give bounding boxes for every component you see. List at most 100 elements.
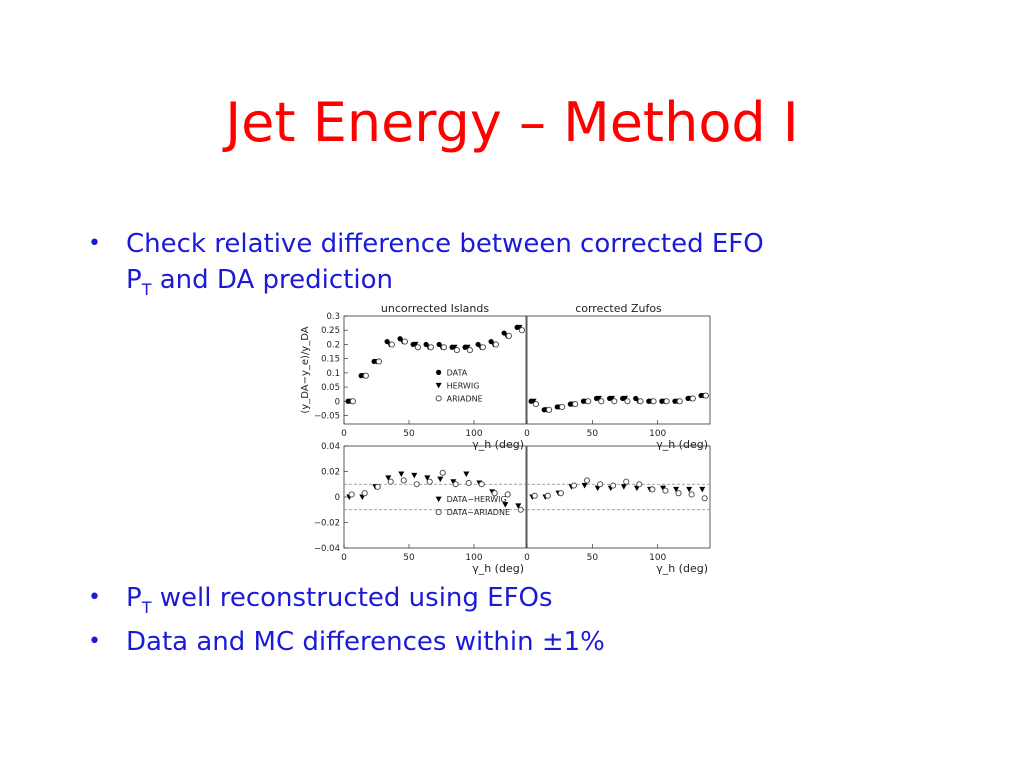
panel-title: uncorrected Islands	[381, 302, 489, 315]
x-tick-label: 100	[649, 553, 666, 563]
x-axis-label: γ_h (deg)	[656, 438, 708, 451]
data-point	[572, 401, 579, 408]
y-tick-label: −0.05	[314, 411, 340, 421]
y-tick-label: 0.04	[321, 442, 340, 452]
bullet-text: Check relative difference between correc…	[126, 226, 764, 301]
bullet-line-2-rest: and DA prediction	[151, 265, 393, 295]
data-point	[452, 481, 459, 488]
data-point	[361, 490, 368, 497]
legend-marker	[435, 509, 442, 516]
legend-label: ARIADNE	[447, 394, 483, 403]
bullet-line-1: Check relative difference between correc…	[126, 229, 764, 259]
data-point	[545, 406, 553, 413]
y-axis-label: (y_DA−y_e)/y_DA	[300, 326, 311, 413]
data-point	[440, 344, 447, 351]
plot-frame	[526, 445, 711, 549]
series-data−ariadne	[531, 477, 708, 502]
legend: DATA HERWIG ARIADNE	[435, 368, 483, 403]
data-point	[388, 341, 395, 348]
legend-label: DATA	[447, 368, 468, 377]
bullet-text: PT well reconstructed using EFOs	[126, 580, 553, 619]
data-point	[581, 483, 588, 489]
data-point	[610, 482, 617, 489]
data-point	[374, 483, 381, 490]
series-ariadne	[349, 327, 525, 405]
data-point	[689, 395, 696, 402]
y-tick-label: 0.25	[321, 326, 340, 336]
data-point	[660, 485, 667, 492]
x-tick-label: 100	[649, 429, 666, 439]
x-tick-label: 100	[465, 553, 482, 563]
x-tick-label: 0	[341, 553, 347, 563]
data-point	[611, 398, 618, 405]
series-herwig	[347, 324, 523, 405]
data-point	[437, 476, 444, 483]
data-point	[623, 478, 630, 485]
data-point	[583, 477, 591, 484]
data-point	[491, 490, 498, 497]
data-point	[479, 344, 486, 351]
data-point	[375, 358, 382, 365]
bullet-dot: •	[88, 629, 101, 654]
data-point	[650, 398, 657, 405]
y-tick-label: 0	[335, 493, 340, 503]
x-tick-label: 0	[341, 429, 347, 439]
bullet-pre: Data and MC differences within	[126, 627, 542, 657]
data-point	[699, 486, 706, 493]
data-point	[504, 491, 511, 498]
legend-marker	[435, 382, 442, 389]
bullet-text: Data and MC differences within ±1%	[126, 624, 605, 660]
x-tick-label: 50	[587, 429, 599, 439]
panel-title: corrected Zufos	[575, 302, 662, 315]
data-point	[515, 503, 522, 509]
data-point	[401, 338, 408, 345]
data-point	[702, 392, 709, 399]
plot-frame	[526, 315, 711, 425]
data-point	[427, 344, 434, 351]
series-data−ariadne	[348, 469, 524, 513]
data-point	[662, 487, 669, 494]
data-point	[622, 395, 629, 402]
x-tick-label: 0	[524, 553, 530, 563]
data-point	[362, 372, 369, 379]
series-data	[345, 324, 520, 404]
data-point	[544, 492, 551, 499]
data-point	[400, 477, 407, 484]
y-tick-label: 0.02	[321, 468, 340, 478]
data-point	[502, 502, 509, 508]
legend-marker	[435, 496, 442, 503]
data-point	[426, 478, 433, 485]
data-point	[348, 491, 355, 498]
plot-frame	[343, 315, 527, 425]
data-point	[478, 481, 485, 488]
y-tick-label: 0.1	[326, 369, 340, 379]
y-tick-label: −0.02	[314, 519, 340, 529]
bullet-line-2-p: P	[126, 265, 142, 295]
data-point	[413, 481, 420, 488]
x-axis-label: γ_h (deg)	[472, 562, 524, 575]
data-point	[385, 475, 392, 481]
data-point	[463, 471, 470, 478]
legend-label: HERWIG	[447, 381, 480, 390]
data-point	[465, 479, 472, 487]
data-point	[505, 332, 512, 339]
data-point	[387, 478, 394, 485]
data-point	[414, 344, 421, 351]
data-point	[570, 482, 578, 489]
data-point	[688, 491, 695, 498]
x-tick-label: 50	[403, 553, 415, 563]
data-point	[412, 341, 419, 348]
legend-label: DATA−ARIADNE	[447, 508, 510, 517]
plus-minus-symbol: ±	[541, 627, 564, 657]
series-ariadne	[532, 392, 709, 413]
y-tick-label: 0.3	[326, 312, 340, 322]
data-point	[531, 492, 538, 499]
data-point	[608, 395, 615, 402]
y-tick-label: 0.15	[321, 355, 340, 365]
